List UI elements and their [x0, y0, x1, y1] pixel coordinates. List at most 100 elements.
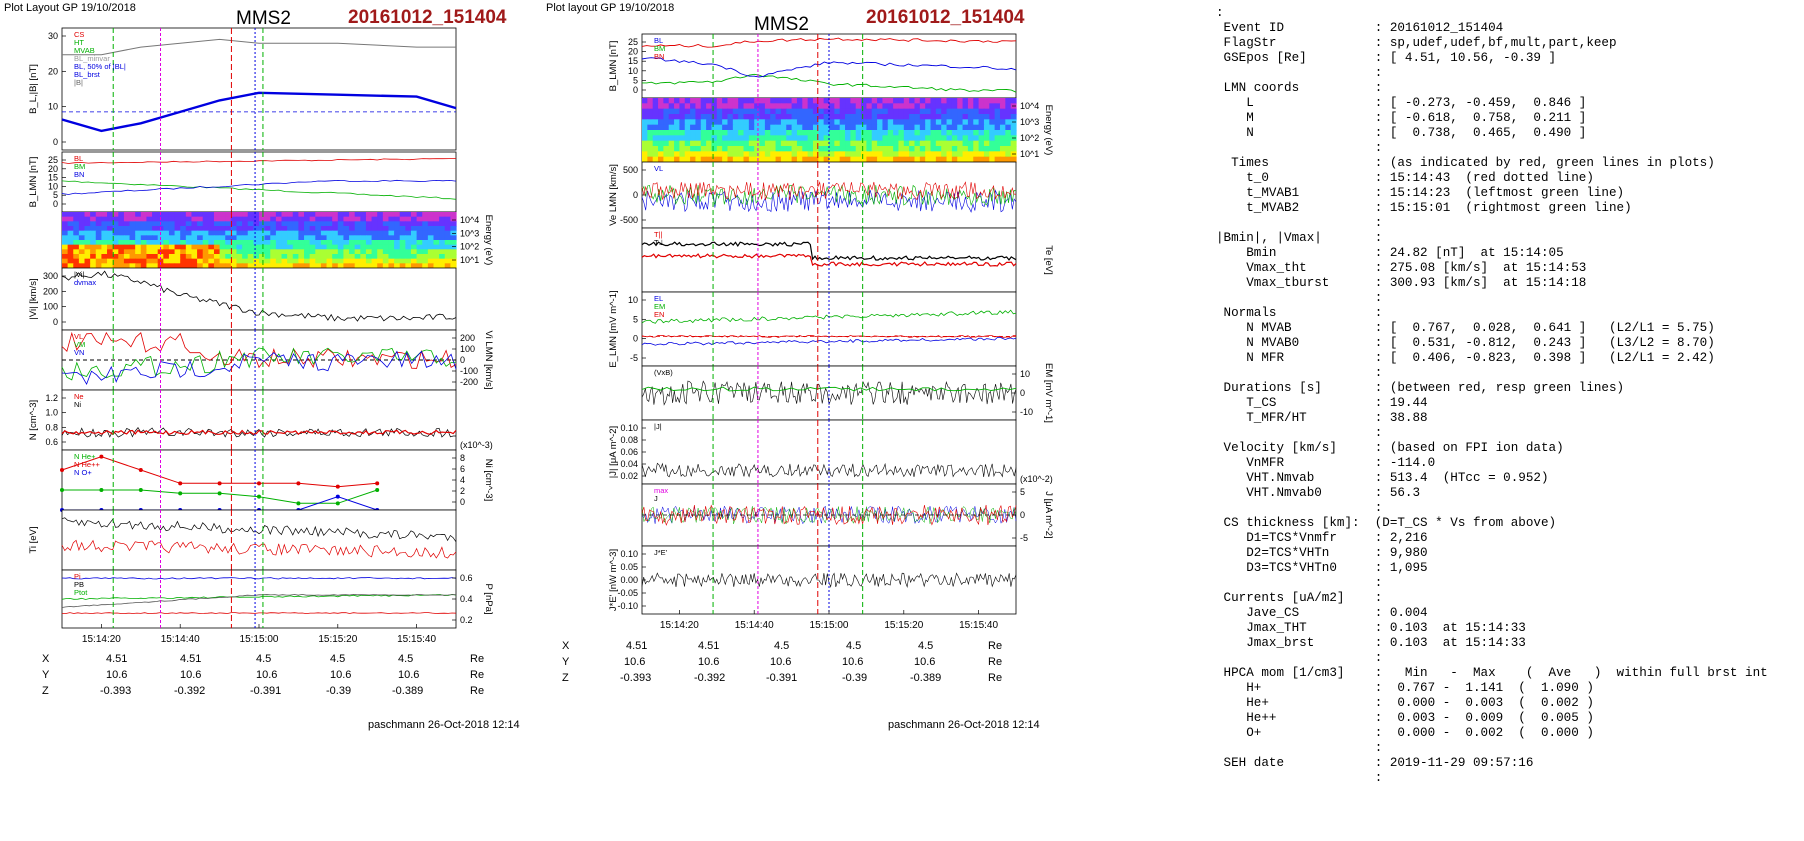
spectrogram-cell	[732, 140, 739, 147]
spectrogram-cell	[185, 226, 193, 232]
spectrogram-cell	[298, 212, 305, 218]
spectrogram-cell	[416, 235, 423, 241]
spectrogram-cell	[909, 135, 916, 142]
spectrogram-cell	[674, 124, 680, 131]
spectrogram-cell	[871, 156, 878, 163]
spectrogram-cell	[337, 244, 345, 250]
spectrogram-cell	[951, 156, 958, 163]
panel-frame	[61, 389, 457, 451]
spectrogram-cell	[101, 212, 108, 218]
spectrogram-cell	[903, 103, 910, 110]
spectrogram-cell	[146, 226, 153, 232]
spectrogram-cell	[62, 249, 69, 255]
spectrogram-cell	[439, 230, 446, 236]
spectrogram-cell	[264, 212, 271, 218]
spectrogram-cell	[999, 114, 1006, 120]
legend-entry: J*E'	[654, 548, 668, 557]
spectrogram-cell	[410, 221, 418, 227]
spectrogram-cell	[382, 221, 390, 227]
spectrogram-cell	[326, 226, 333, 232]
spectrogram-cell	[225, 244, 232, 250]
spectrogram-cell	[930, 108, 937, 115]
spectrogram-cell	[287, 216, 294, 222]
spectrogram-cell	[919, 151, 926, 158]
spectrogram-cell	[983, 135, 990, 142]
spectrogram-cell	[914, 98, 921, 104]
spectrogram-cell	[898, 156, 905, 163]
panel-frame	[61, 27, 457, 151]
legend-entry: (VxB)	[654, 368, 673, 377]
spectrogram-cell	[855, 124, 862, 131]
y-tick-label: 0.10	[620, 549, 638, 559]
y-tick-label: -5	[630, 353, 638, 363]
spectrogram-cell	[247, 212, 254, 218]
spectrogram-cell	[690, 98, 697, 104]
spectrogram-cell	[135, 240, 142, 246]
spectrogram-cell	[812, 135, 819, 142]
spectrogram-cell	[818, 156, 825, 163]
spectrogram-cell	[941, 108, 948, 115]
spectrogram-cell	[1010, 156, 1017, 163]
spectrogram-cell	[174, 212, 181, 218]
legend-entry: BL_minvar	[74, 54, 110, 63]
spectrogram-cell	[914, 114, 921, 120]
y-tick-label: 100	[43, 302, 58, 312]
spectrogram-cell	[349, 244, 356, 250]
legend-entry: J	[654, 494, 658, 503]
spectrogram-cell	[716, 108, 723, 115]
spectrogram-cell	[326, 216, 333, 222]
spectrogram-cell	[146, 212, 153, 218]
spectrogram-cell	[168, 216, 176, 222]
spectrogram-cell	[422, 235, 429, 241]
series-PB-red	[62, 612, 457, 615]
spectrogram-cell	[973, 98, 980, 104]
spectrogram-cell	[764, 151, 771, 158]
spectrogram-cell	[925, 108, 932, 115]
spectrogram-cell	[163, 212, 170, 218]
spectrogram-cell	[247, 244, 254, 250]
spectrogram-cell	[135, 235, 142, 241]
spectrogram-cell	[786, 156, 793, 163]
y-tick-label: 0.02	[620, 471, 638, 481]
spectrogram-cell	[914, 146, 921, 152]
spectrogram-cell	[213, 258, 221, 264]
spectrogram-cell	[292, 263, 299, 269]
spectrogram-cell	[839, 135, 846, 142]
y-tick-label: 20	[48, 164, 58, 174]
spectrogram-cell	[700, 135, 707, 142]
coord-label-z: Z	[42, 685, 49, 697]
spectrogram-cell	[903, 119, 910, 126]
spectrogram-cell	[957, 119, 964, 126]
spectrogram-cell	[107, 212, 114, 218]
spectrogram-cell	[674, 130, 680, 136]
spectrogram-cell	[652, 151, 659, 158]
spectrogram-cell	[208, 226, 215, 232]
spectrogram-cell	[185, 240, 193, 246]
spectrogram-cell	[191, 263, 198, 269]
spectrogram-cell	[427, 263, 435, 269]
spectrogram-cell	[259, 235, 266, 241]
spectrogram-cell	[281, 258, 288, 264]
axis-scale-label: (x10^-3)	[460, 440, 493, 450]
coord-unit: Re	[470, 685, 485, 697]
spectrogram-cell	[320, 230, 328, 236]
spectrogram-cell	[399, 244, 406, 250]
spectrogram-cell	[802, 130, 809, 136]
spectrogram-cell	[394, 263, 401, 269]
spectrogram-cell	[839, 156, 846, 163]
spectrogram-cell	[764, 103, 771, 110]
spectrogram-cell	[786, 130, 793, 136]
spectrogram-cell	[861, 108, 867, 115]
spectrogram-cell	[213, 212, 221, 218]
spectrogram-cell	[197, 226, 204, 232]
spectrogram-cell	[202, 258, 209, 264]
spectrogram-cell	[861, 103, 867, 110]
spectrogram-cell	[759, 135, 766, 142]
spectrogram-cell	[861, 114, 867, 120]
spectrogram-cell	[871, 146, 878, 152]
spectrogram-cell	[903, 156, 910, 163]
legend-entry: CS	[74, 30, 84, 39]
spectrogram-cell	[738, 151, 745, 158]
spectrogram-cell	[309, 254, 316, 260]
